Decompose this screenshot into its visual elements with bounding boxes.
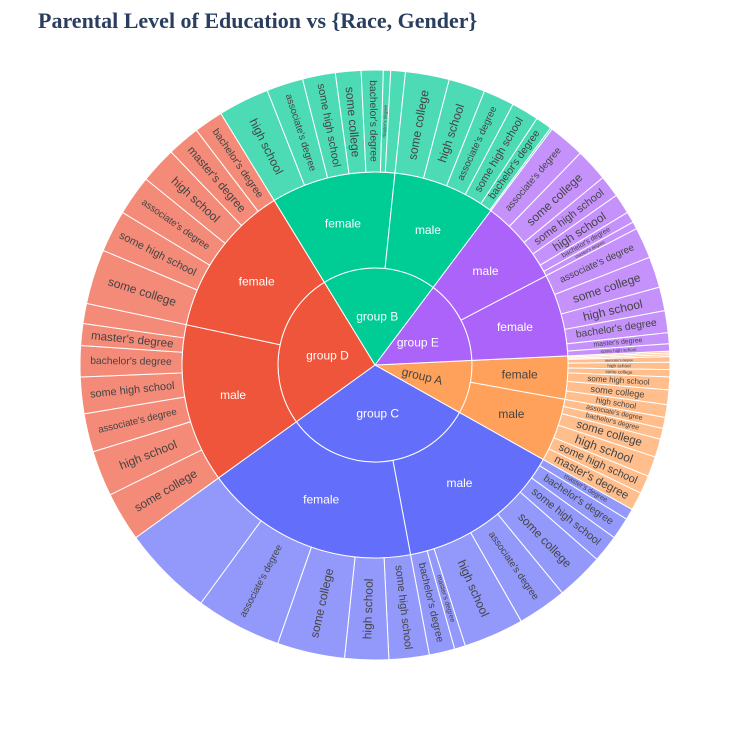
education-wedge-group-e-female-some-high-school[interactable] bbox=[566, 343, 671, 357]
chart-title: Parental Level of Education vs {Race, Ge… bbox=[38, 8, 478, 33]
